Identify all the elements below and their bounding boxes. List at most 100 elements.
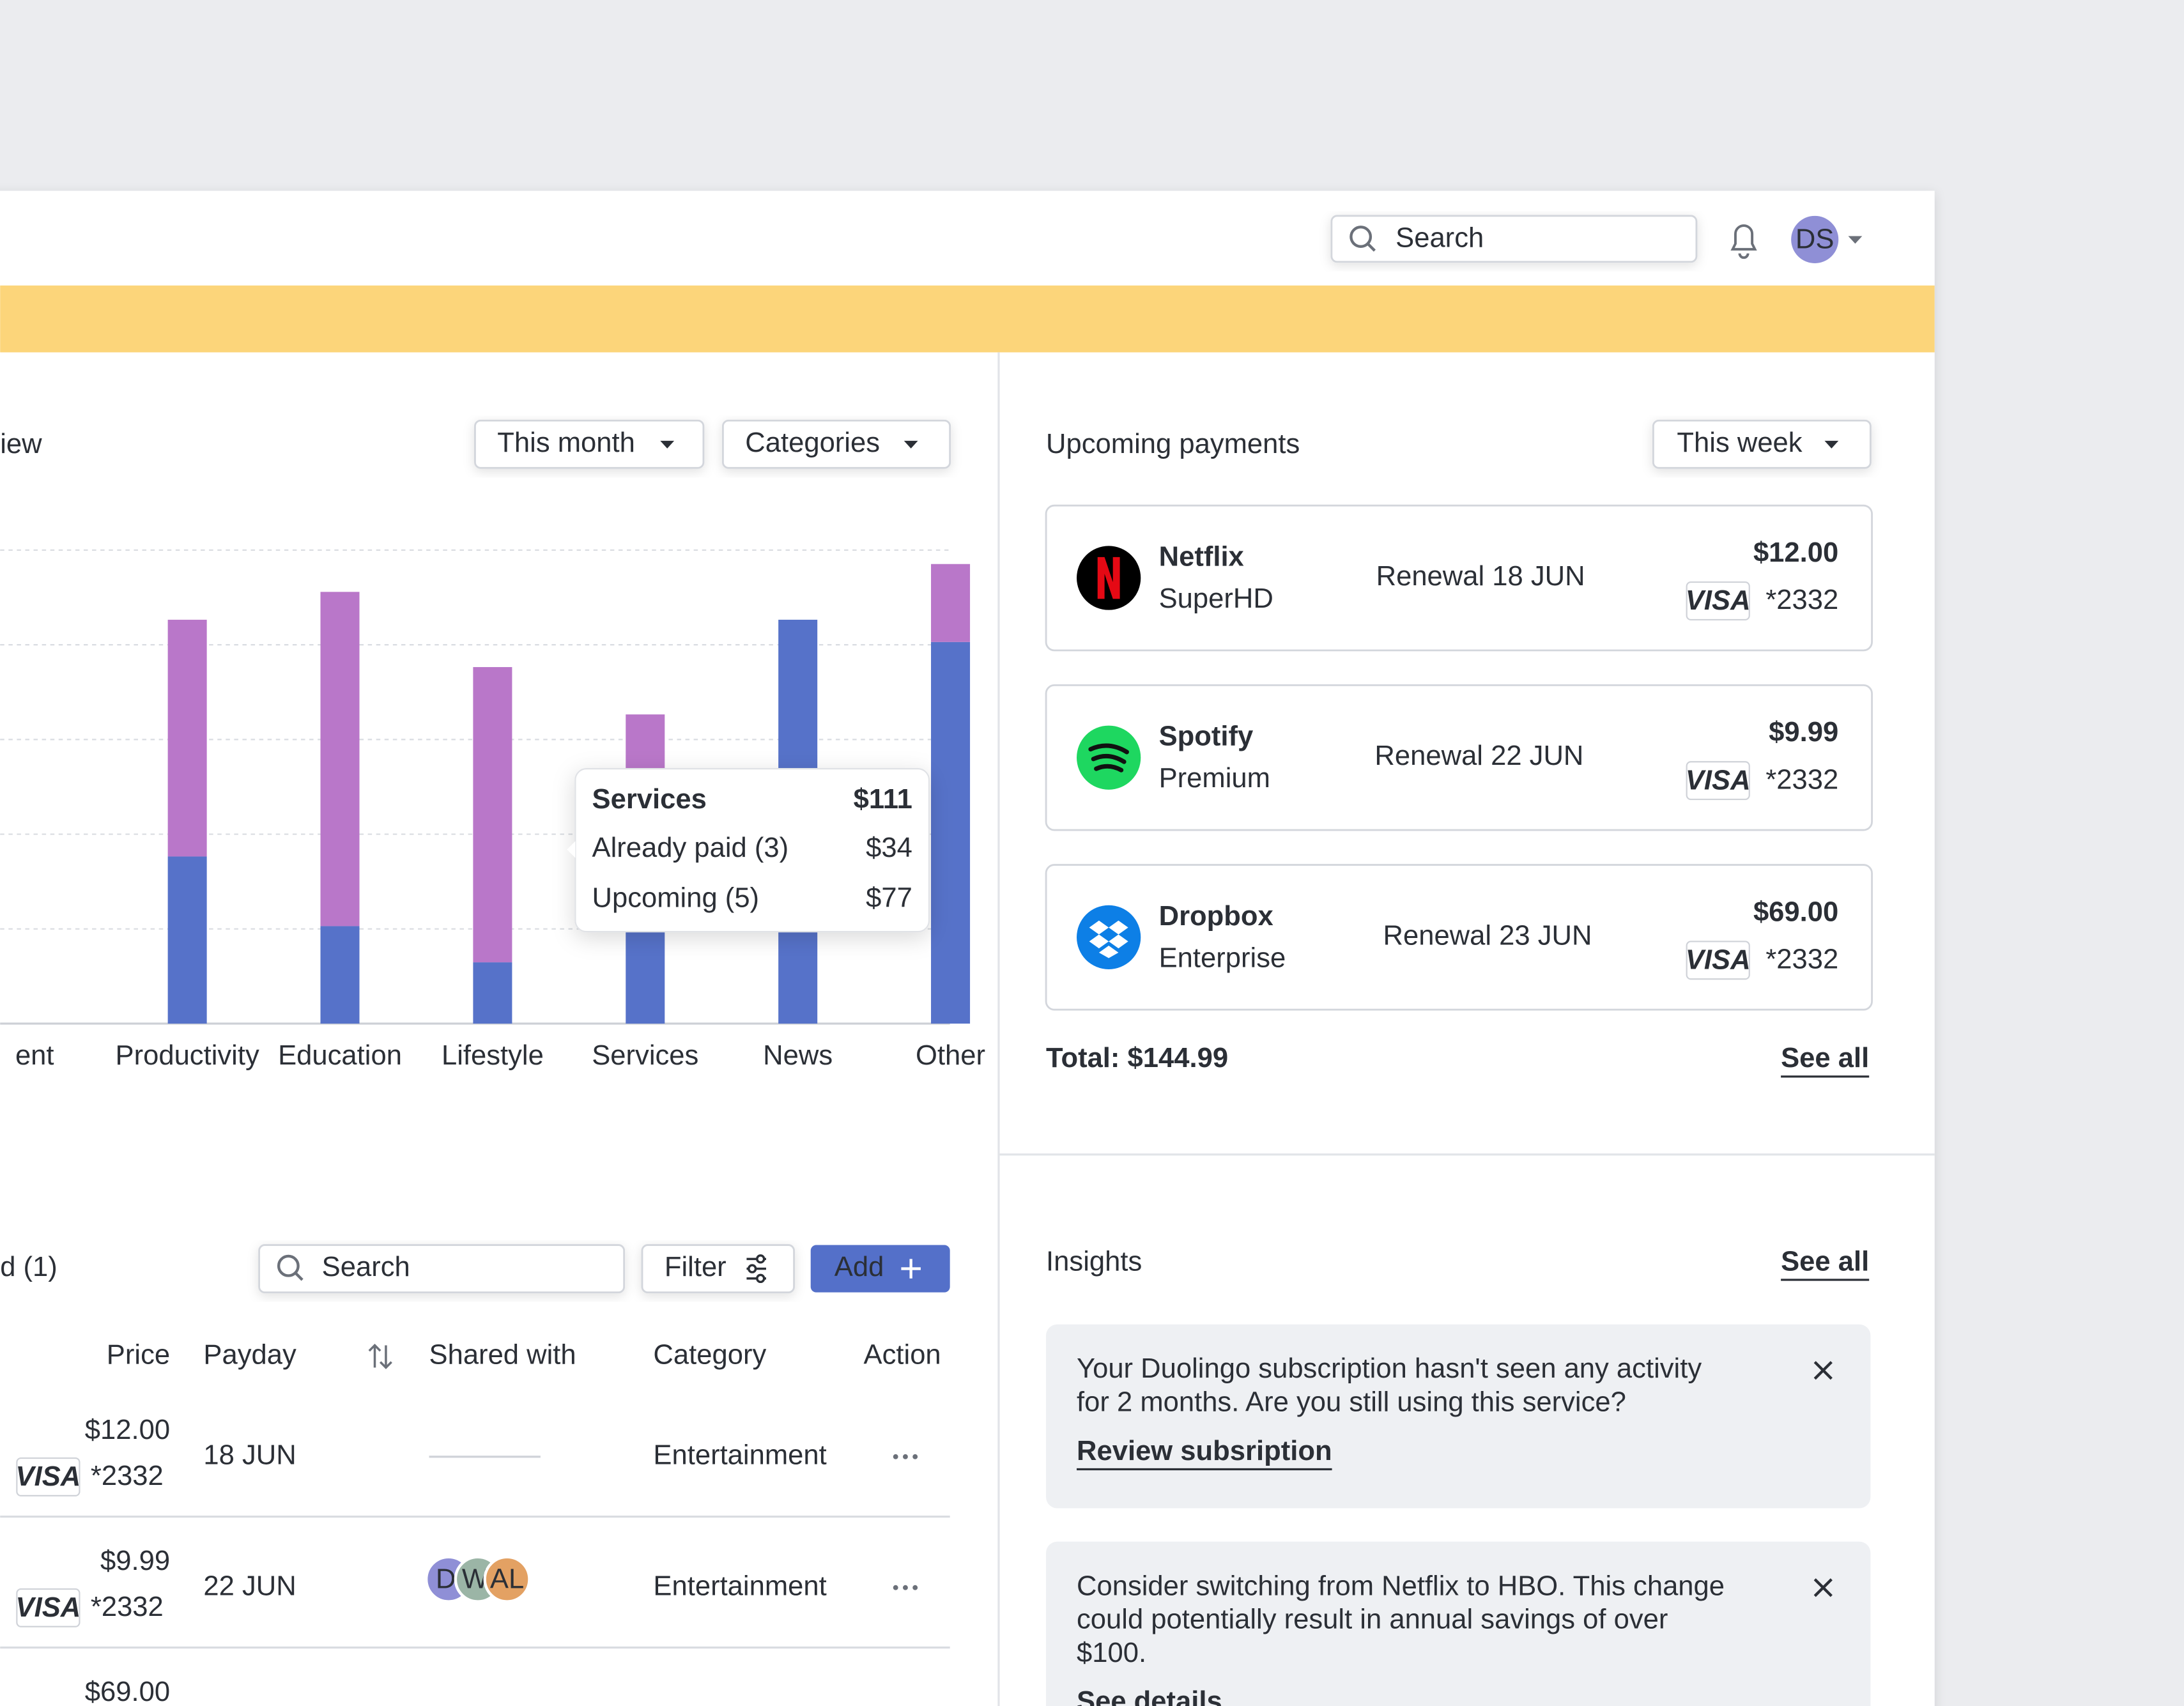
- sort-icon: [368, 1344, 392, 1369]
- tooltip-title: Services: [592, 784, 707, 815]
- card-badge: [1686, 941, 1750, 980]
- bar: [626, 928, 665, 1024]
- caret-part: [1824, 440, 1839, 449]
- dropdown-label: Categories: [745, 427, 880, 458]
- bar: [320, 926, 360, 1024]
- service-name: Dropbox: [1159, 901, 1273, 932]
- add-button[interactable]: [810, 1245, 950, 1293]
- tooltip-value: $77: [866, 883, 912, 914]
- bar: [473, 962, 512, 1024]
- service-logo: [1077, 546, 1141, 610]
- search-icon: [1350, 226, 1376, 252]
- x-tick-label: News: [763, 1040, 833, 1071]
- x-tick-label: Other: [916, 1040, 985, 1071]
- avatar-initials: DS: [1796, 224, 1834, 255]
- caret-part: [1848, 236, 1863, 244]
- bell-icon-part: [1738, 253, 1750, 259]
- service-logo-part: [1088, 743, 1129, 772]
- dropdown-label: This month: [497, 427, 635, 458]
- service-logo-part: [1089, 920, 1128, 958]
- dropdown[interactable]: [1652, 419, 1872, 469]
- dropdown[interactable]: [474, 419, 705, 469]
- search-icon-part: [294, 1272, 304, 1281]
- bar: [167, 619, 207, 857]
- total: Total: $144.99: [1046, 1043, 1228, 1073]
- card-number: *2332: [1765, 585, 1838, 615]
- price: $69.00: [85, 1677, 170, 1706]
- insight-text: Consider switching from Netflix to HBO. …: [1077, 1571, 1725, 1601]
- insight-link[interactable]: See details: [1077, 1686, 1222, 1706]
- price: $9.99: [1769, 717, 1838, 748]
- row-actions[interactable]: [893, 1454, 918, 1459]
- category: Entertainment: [653, 1440, 826, 1470]
- search-box[interactable]: [1330, 215, 1698, 263]
- price: $9.99: [100, 1546, 170, 1576]
- card-number: *2332: [1765, 764, 1838, 795]
- card-brand: VISA: [16, 1592, 81, 1623]
- plus-icon: [901, 1259, 921, 1279]
- card-number: *2332: [91, 1461, 164, 1491]
- bell-icon: [1730, 224, 1757, 259]
- search-box[interactable]: [258, 1244, 626, 1294]
- row-actions-part: [893, 1454, 898, 1459]
- close-icon-part: [1813, 1578, 1833, 1597]
- x-tick-label: Education: [278, 1040, 402, 1071]
- section-subtitle: d (1): [0, 1252, 58, 1282]
- caret-part: [660, 440, 675, 449]
- insight-text: could potentially result in annual savin…: [1077, 1604, 1668, 1635]
- caret: [1824, 440, 1839, 449]
- search-icon: [277, 1254, 304, 1281]
- filter-button[interactable]: [641, 1244, 795, 1294]
- price: $69.00: [1753, 896, 1838, 927]
- card-badge: [16, 1588, 81, 1627]
- bar: [320, 592, 360, 926]
- dropdown-label: This week: [1677, 427, 1802, 458]
- tooltip-label: Already paid (3): [592, 833, 789, 863]
- renewal-date: Renewal 23 JUN: [1383, 920, 1592, 951]
- payment-card[interactable]: [1045, 504, 1873, 652]
- price: $12.00: [1753, 537, 1838, 568]
- insight-link[interactable]: Review subsription: [1077, 1436, 1332, 1466]
- insight-text: $100.: [1077, 1638, 1146, 1668]
- bar: [931, 642, 971, 1024]
- renewal-date: Renewal 22 JUN: [1374, 741, 1583, 771]
- section-title: Upcoming payments: [1046, 429, 1300, 459]
- service-plan: Premium: [1159, 763, 1270, 794]
- column-header: Shared with: [429, 1339, 576, 1370]
- row-actions[interactable]: [893, 1585, 918, 1590]
- row-actions-part: [893, 1585, 898, 1590]
- tooltip-value: $34: [866, 833, 912, 863]
- close-icon[interactable]: [1813, 1361, 1833, 1380]
- shared-initials: D: [436, 1564, 456, 1594]
- service-plan: Enterprise: [1159, 942, 1286, 973]
- search-icon-part: [1350, 226, 1373, 248]
- filter-icon-part: [747, 1264, 757, 1273]
- close-icon[interactable]: [1813, 1578, 1833, 1597]
- link[interactable]: See all: [1781, 1246, 1869, 1277]
- row-actions-part: [903, 1454, 908, 1459]
- column-header: Payday: [203, 1339, 296, 1370]
- renewal-date: Renewal 18 JUN: [1376, 561, 1585, 592]
- dropdown[interactable]: [721, 419, 951, 469]
- payment-card[interactable]: [1045, 684, 1873, 831]
- bar: [167, 856, 207, 1024]
- category: Entertainment: [653, 1571, 826, 1601]
- search-icon-part: [277, 1254, 300, 1277]
- banner: [0, 285, 1935, 353]
- caret: [660, 440, 675, 449]
- avatar[interactable]: [1791, 215, 1839, 263]
- filter-icon-part: [756, 1254, 765, 1264]
- column-header: Action: [864, 1339, 941, 1370]
- service-name: Spotify: [1159, 721, 1254, 752]
- x-tick-label: Lifestyle: [442, 1040, 544, 1071]
- tooltip-arrow: [567, 841, 576, 858]
- link[interactable]: See all: [1781, 1043, 1869, 1073]
- caret-part: [904, 440, 918, 449]
- payment-card[interactable]: [1045, 864, 1873, 1011]
- search-icon-part: [1367, 242, 1376, 252]
- filter-icon: [746, 1254, 766, 1284]
- card-number: *2332: [91, 1592, 164, 1622]
- card-badge: [1686, 581, 1750, 621]
- card-brand: VISA: [1686, 945, 1751, 976]
- filter-icon-part: [756, 1273, 765, 1284]
